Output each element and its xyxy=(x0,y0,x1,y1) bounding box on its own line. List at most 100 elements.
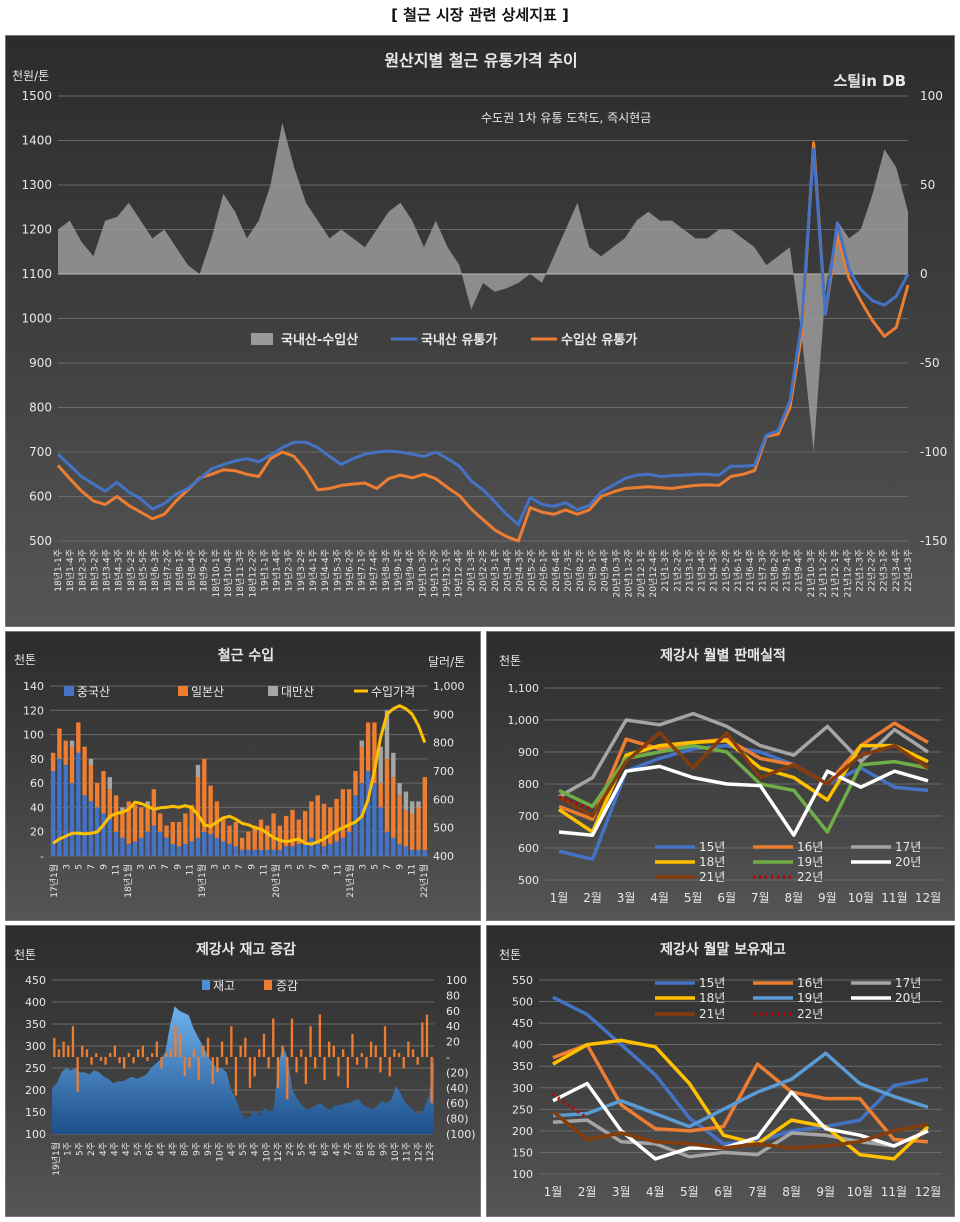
price-xtick: 21년7-3주 xyxy=(757,549,768,592)
invchg-xtick: 19년1월 xyxy=(50,1142,62,1176)
price-xtick: 19년10-3주 xyxy=(417,549,428,597)
invchg-xtick: 10주 xyxy=(390,1142,401,1162)
imports-xtick: 9 xyxy=(321,864,331,870)
invchg-xtick: 5주 xyxy=(238,1142,249,1156)
invchg-xtick: 4주 xyxy=(121,1142,132,1156)
bar-china xyxy=(365,771,371,856)
bar-china xyxy=(158,831,163,856)
bar-japan xyxy=(50,752,56,771)
invchg-ytick-right: 40 xyxy=(446,1020,460,1033)
series-line-import-price xyxy=(52,704,427,846)
price-xtick: 21년12-1주 xyxy=(830,549,841,597)
bar-change xyxy=(295,1057,298,1073)
bar-china xyxy=(63,764,68,856)
chart-panel-inventory-change: 제강사 재고 증감 천톤 100 150 200 250 300 350 400 450 (100)… xyxy=(5,925,481,1217)
imports-ytick-right: 600 xyxy=(433,793,454,806)
bar-taiwan xyxy=(88,758,94,765)
bar-china xyxy=(416,849,421,856)
invchg-xtick: 12주 xyxy=(425,1142,436,1162)
legend-label: 15년 xyxy=(699,840,725,854)
bar-japan xyxy=(296,819,301,844)
imports-xtick: 5 xyxy=(149,864,159,870)
invchg-xtick: 4주 xyxy=(156,1142,167,1156)
legend-label: 19년 xyxy=(797,991,823,1005)
bar-china xyxy=(145,831,150,856)
chart-panel-monthly-sales: 제강사 월별 판매실적 천톤 500 600 700 800 900 1,000 1,100 1월… xyxy=(486,631,955,921)
invchg-ytick-left: 300 xyxy=(25,1040,46,1053)
imports-ytick-right: 1,000 xyxy=(433,680,465,693)
price-xtick: 20년5-2주 xyxy=(527,549,538,592)
logo-text: 스틸in DB xyxy=(833,72,906,90)
legend-swatch xyxy=(264,980,272,990)
legend-label: 재고 xyxy=(213,979,235,993)
bar-change xyxy=(369,1041,373,1057)
legend-swatch xyxy=(251,333,273,345)
price-xtick: 19년9-1주 xyxy=(393,549,404,592)
sales-ytick-left: 700 xyxy=(518,810,539,823)
series-line-domestic-price xyxy=(56,147,910,526)
bar-japan xyxy=(365,722,371,771)
bar-china xyxy=(328,843,333,856)
bar-taiwan xyxy=(416,801,421,808)
bar-change xyxy=(337,1057,340,1077)
imports-ytick-right: 900 xyxy=(433,708,454,721)
inventory-ytick-left: 450 xyxy=(512,1017,533,1030)
sales-xtick: 10월 xyxy=(848,891,874,905)
price-xtick: 22년3-4주 xyxy=(891,549,902,592)
price-ytick-left: 1400 xyxy=(21,134,52,148)
legend-label: 대만산 xyxy=(281,685,314,699)
invchg-xtick: 9주 xyxy=(203,1142,214,1156)
bar-taiwan xyxy=(120,807,125,814)
bar-change xyxy=(99,1057,103,1061)
invchg-ytick-left: 150 xyxy=(25,1106,46,1119)
invchg-xtick: 6주 xyxy=(145,1142,156,1156)
bar-china xyxy=(422,849,427,856)
sales-ytick-left: 1,000 xyxy=(508,714,540,727)
bar-change xyxy=(272,1018,275,1057)
price-xtick: 18년1-1주 xyxy=(53,549,64,592)
bar-japan xyxy=(265,825,270,850)
bar-change xyxy=(225,1057,228,1065)
bar-change xyxy=(286,1057,289,1100)
bar-change xyxy=(425,1014,429,1057)
invchg-xtick: 5주 xyxy=(133,1142,144,1156)
price-xtick: 19년12-4주 xyxy=(454,549,465,597)
bar-change xyxy=(258,1049,261,1057)
series-line-15년 xyxy=(552,995,929,1146)
legend-label: 17년 xyxy=(895,976,921,990)
legend-swatch xyxy=(268,686,278,696)
price-ytick-right: 50 xyxy=(920,178,935,192)
price-ytick-left: 900 xyxy=(29,356,52,370)
bar-china xyxy=(113,831,119,856)
inventory-xtick: 6월 xyxy=(714,1185,733,1199)
bar-change xyxy=(109,1053,112,1057)
price-xtick: 19년7-4주 xyxy=(369,549,380,592)
bar-change xyxy=(383,1026,387,1057)
imports-ytick-left: 120 xyxy=(23,704,44,717)
bar-china xyxy=(195,837,201,856)
bar-japan xyxy=(120,813,125,838)
sales-ytick-left: 800 xyxy=(518,778,539,791)
bar-china xyxy=(57,758,62,856)
invchg-ytick-right: (80) xyxy=(446,1113,469,1126)
bar-china xyxy=(164,837,169,856)
bar-change xyxy=(332,1045,335,1057)
bar-change xyxy=(202,1045,205,1057)
inventory-ytick-left: 500 xyxy=(512,996,533,1009)
inventory-xtick: 7월 xyxy=(748,1185,767,1199)
bar-japan xyxy=(145,807,150,832)
legend-label: 수입가격 xyxy=(371,685,415,699)
bar-japan xyxy=(378,783,383,808)
bar-china xyxy=(391,837,396,856)
legend-label: 16년 xyxy=(797,976,823,990)
bar-china xyxy=(151,825,157,856)
legend-label: 22년 xyxy=(797,1007,823,1021)
price-ytick-right: -50 xyxy=(920,356,940,370)
imports-ytick-right: 700 xyxy=(433,765,454,778)
bar-change xyxy=(411,1049,415,1057)
inventory-ytick-left: 550 xyxy=(512,974,533,987)
bar-china xyxy=(246,849,251,856)
imports-xtick: 5 xyxy=(371,864,381,870)
bar-change xyxy=(216,1057,219,1073)
price-xtick: 18년12-2주 xyxy=(247,549,258,597)
